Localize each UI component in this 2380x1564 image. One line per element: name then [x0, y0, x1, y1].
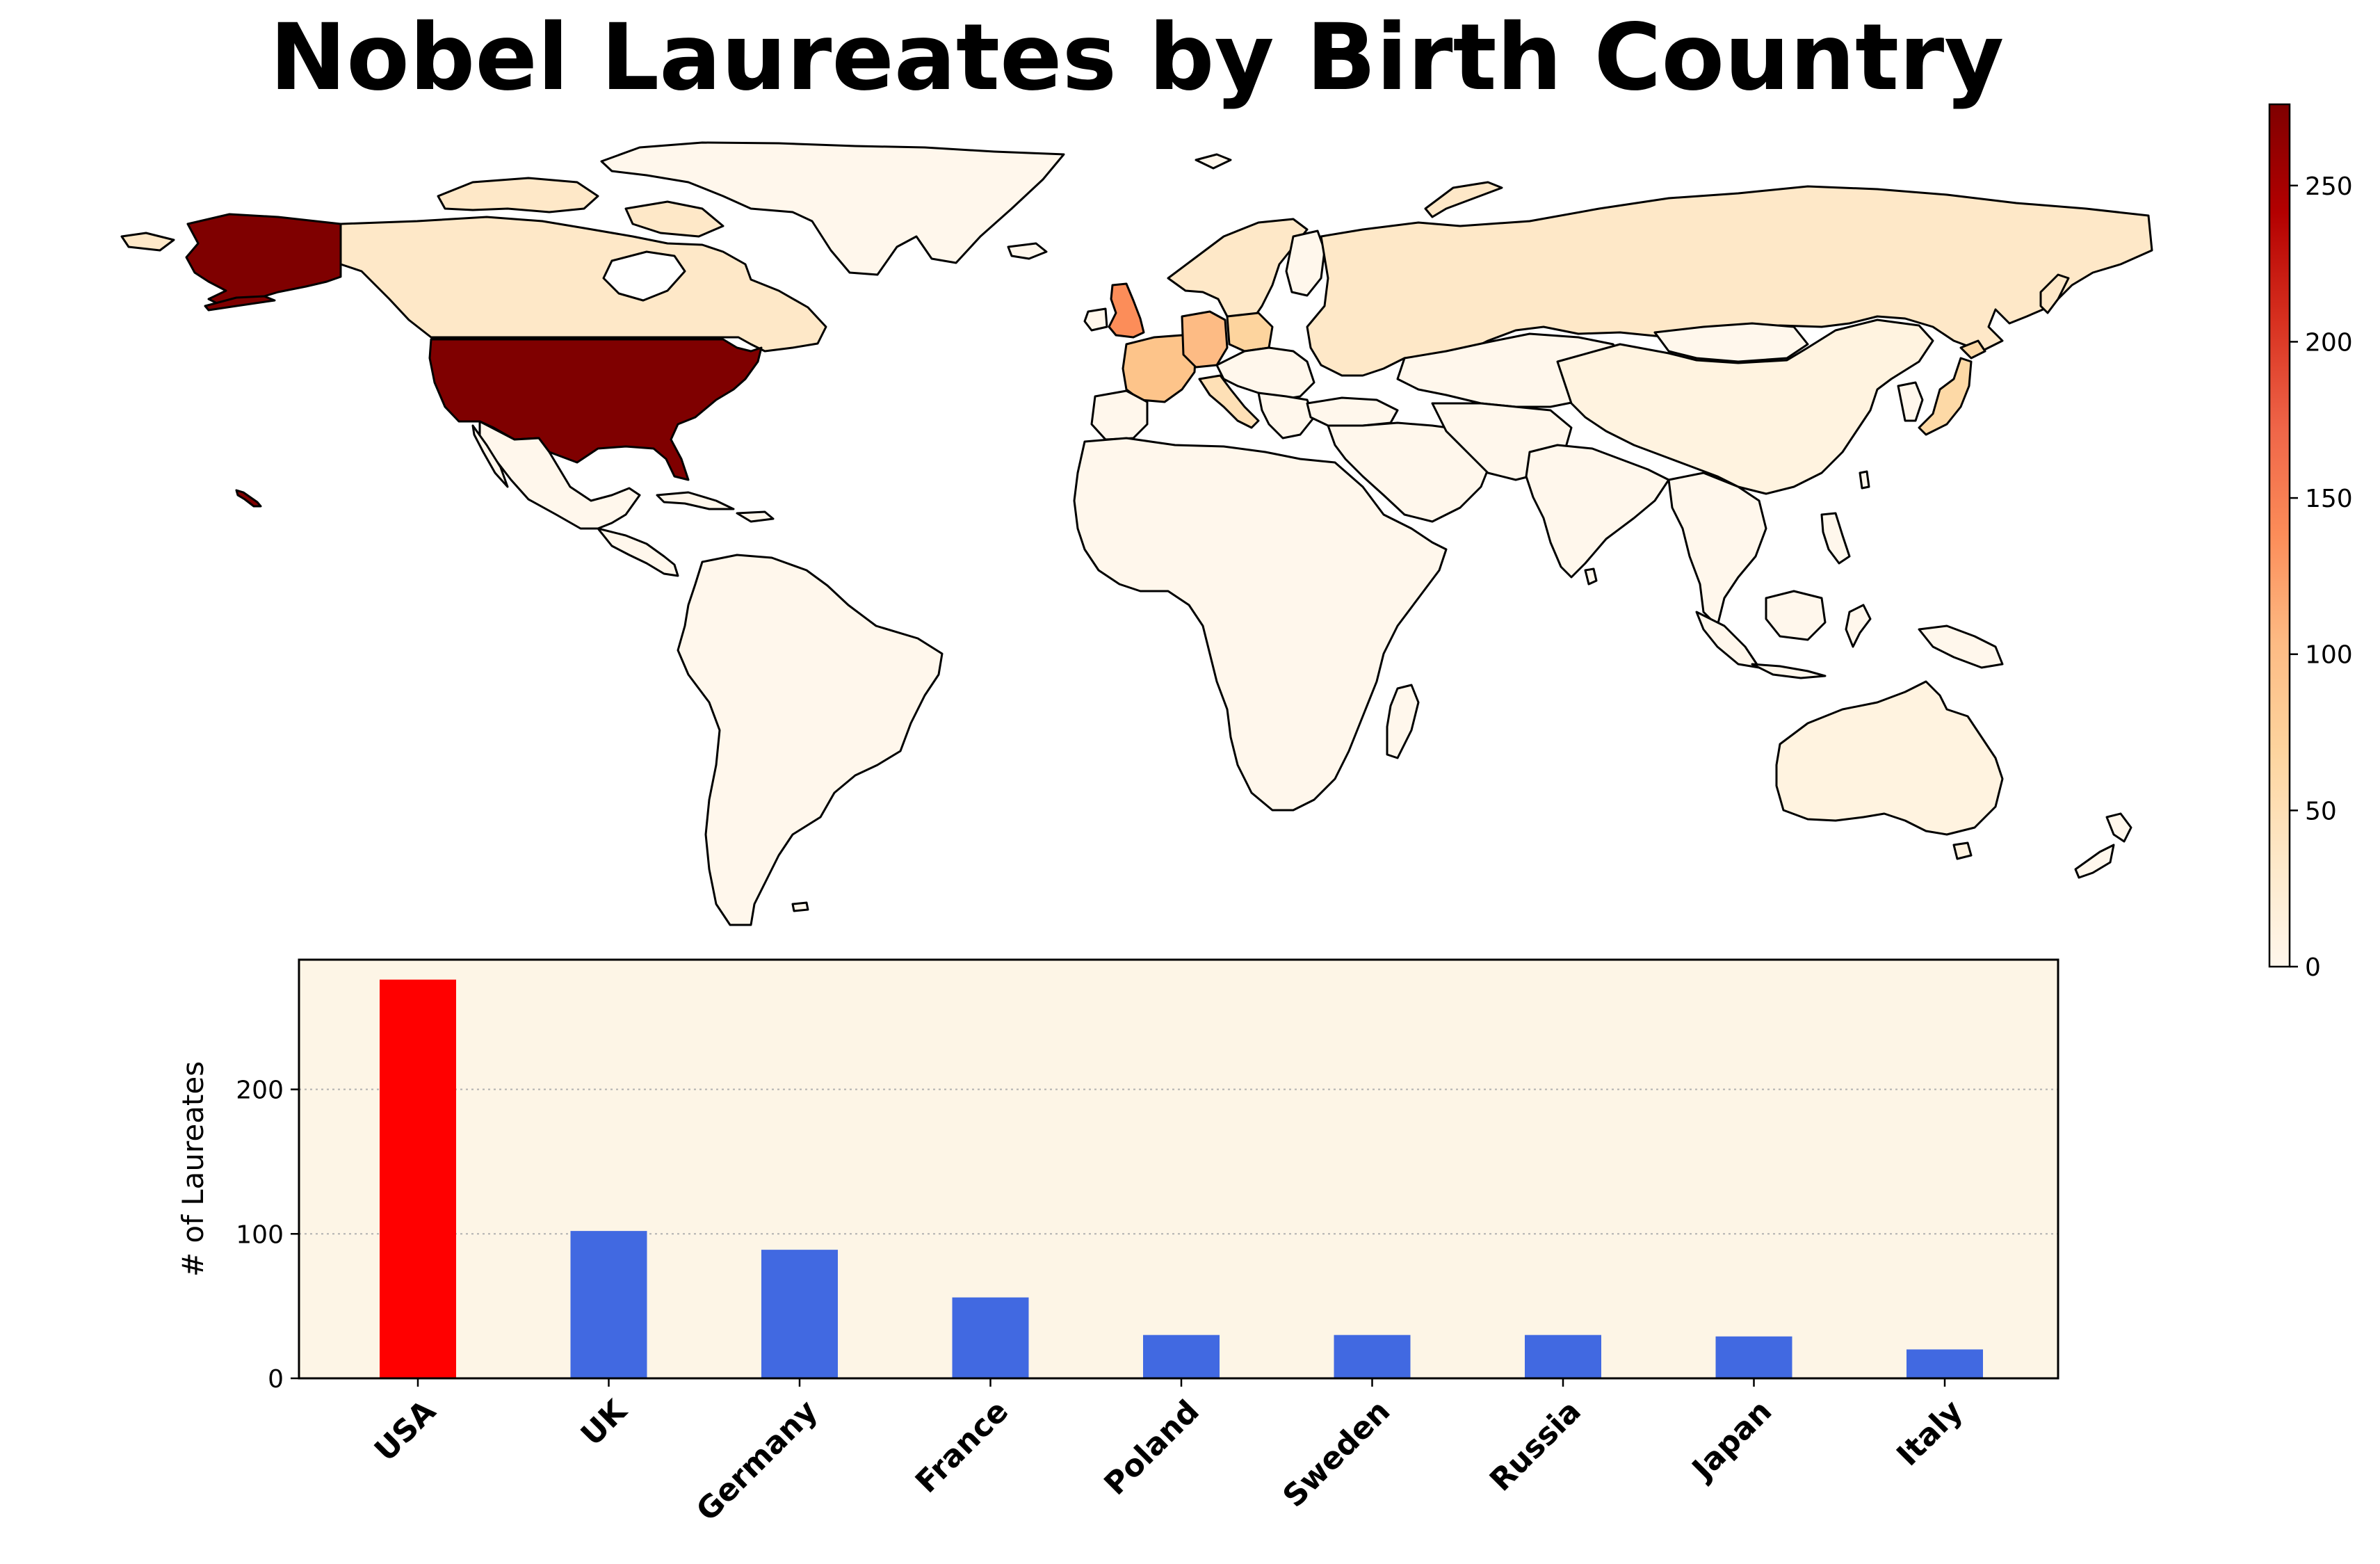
- region-balkans: [1257, 392, 1316, 440]
- colorbar-tick-label: 50: [2305, 797, 2337, 825]
- region-baja: [471, 424, 509, 488]
- region-hokkaido: [1959, 339, 1986, 360]
- colorbar-tick-label: 150: [2305, 485, 2353, 513]
- region-greenland: [600, 141, 1065, 276]
- region-hispaniola: [736, 510, 775, 523]
- bar-chart: 0 100 200 USA UK Germany France Poland Sweden Ru…: [176, 958, 2059, 1529]
- region-turkey: [1306, 396, 1399, 427]
- region-kamchatka: [2039, 273, 2070, 314]
- y-axis-ticks: 0 100 200: [236, 1077, 299, 1394]
- x-tick-label: Germany: [690, 1394, 825, 1529]
- x-tick-label: France: [909, 1394, 1015, 1500]
- region-south-america: [677, 554, 944, 926]
- x-tick-label: Sweden: [1276, 1394, 1397, 1515]
- bar: [380, 979, 456, 1378]
- colorbar-gradient: [2268, 103, 2291, 968]
- plot-frame: [298, 958, 2059, 1380]
- region-usa: [428, 338, 763, 481]
- region-arctic-islands-2: [624, 200, 724, 238]
- region-mongolia: [1653, 322, 1809, 363]
- region-new-zealand-south: [2074, 844, 2115, 879]
- region-japan: [1918, 357, 1973, 436]
- region-central-europe: [1215, 346, 1316, 401]
- region-france: [1122, 334, 1197, 403]
- y-tick-label: 200: [236, 1077, 284, 1105]
- region-india: [1525, 444, 1670, 579]
- region-java: [1751, 663, 1827, 679]
- chart-title: Nobel Laureates by Birth Country: [269, 4, 2005, 111]
- region-taiwan: [1859, 470, 1870, 490]
- y-tick-label: 100: [236, 1220, 284, 1249]
- x-tick-label: Russia: [1483, 1394, 1588, 1499]
- bars: [380, 979, 1983, 1378]
- region-hawaii: [235, 489, 262, 508]
- region-poland: [1226, 312, 1274, 353]
- region-chukotka-edge: [120, 232, 175, 252]
- region-novaya-zemlya: [1424, 181, 1503, 218]
- region-uk: [1108, 282, 1145, 339]
- region-alaska-peninsula: [204, 295, 276, 312]
- region-italy: [1198, 374, 1260, 429]
- x-tick-label: Japan: [1684, 1394, 1779, 1488]
- region-germany: [1181, 310, 1229, 369]
- world-map: [120, 141, 2153, 926]
- bar: [761, 1250, 838, 1378]
- region-se-asia: [1667, 471, 1767, 627]
- x-tick-label: UK: [574, 1392, 635, 1453]
- bar: [1334, 1335, 1411, 1378]
- region-iceland: [1007, 242, 1048, 260]
- region-arctic-islands: [437, 177, 599, 213]
- colorbar-tick-label: 100: [2305, 641, 2353, 670]
- region-alaska: [185, 213, 342, 307]
- bar: [1143, 1335, 1220, 1378]
- region-ireland: [1083, 307, 1108, 332]
- x-tick-label: Poland: [1097, 1394, 1206, 1502]
- region-middle-east: [1327, 421, 1496, 523]
- colorbar-ticks: 0 50 100 150 200 250: [2290, 172, 2353, 982]
- region-sumatra: [1695, 611, 1760, 669]
- region-sri-lanka: [1584, 567, 1598, 586]
- x-tick-label: Italy: [1890, 1394, 1969, 1473]
- colorbar: 0 50 100 150 200 250: [2268, 103, 2353, 982]
- region-korea: [1897, 381, 1924, 422]
- region-canada: [339, 216, 827, 353]
- region-borneo: [1765, 590, 1827, 641]
- y-tick-label: 0: [268, 1365, 284, 1394]
- colorbar-tick-label: 0: [2305, 953, 2321, 982]
- colorbar-tick-label: 250: [2305, 172, 2353, 201]
- bar: [952, 1297, 1029, 1378]
- region-mexico: [478, 420, 641, 530]
- bar: [1907, 1349, 1983, 1378]
- region-africa: [1073, 437, 1448, 812]
- region-tasmania: [1952, 841, 1973, 860]
- region-new-guinea: [1918, 624, 2004, 669]
- region-philippines: [1820, 512, 1851, 565]
- y-axis-label: # of Laureates: [176, 1061, 210, 1277]
- hudson-bay: [602, 250, 686, 302]
- bar: [570, 1231, 647, 1378]
- region-cuba: [656, 491, 735, 510]
- region-central-america: [597, 527, 679, 577]
- gridlines: [299, 1088, 2058, 1235]
- region-new-zealand: [2105, 812, 2132, 843]
- region-russia: [1306, 185, 2153, 377]
- region-falklands: [791, 901, 809, 912]
- bar: [1715, 1336, 1792, 1378]
- x-tick-label: USA: [368, 1394, 443, 1469]
- region-madagascar: [1386, 684, 1420, 759]
- region-scandinavia: [1167, 218, 1309, 328]
- x-axis-ticks: USA UK Germany France Poland Sweden Russia Japa…: [368, 1378, 1970, 1529]
- region-finland: [1285, 229, 1326, 297]
- plot-area: [299, 960, 2058, 1378]
- colorbar-tick-label: 200: [2305, 328, 2353, 357]
- region-australia: [1775, 680, 2004, 836]
- bar: [1525, 1335, 1601, 1378]
- region-iberia: [1090, 389, 1149, 441]
- region-svalbard: [1195, 153, 1232, 170]
- region-sulawesi: [1845, 604, 1872, 648]
- region-china: [1556, 319, 1934, 495]
